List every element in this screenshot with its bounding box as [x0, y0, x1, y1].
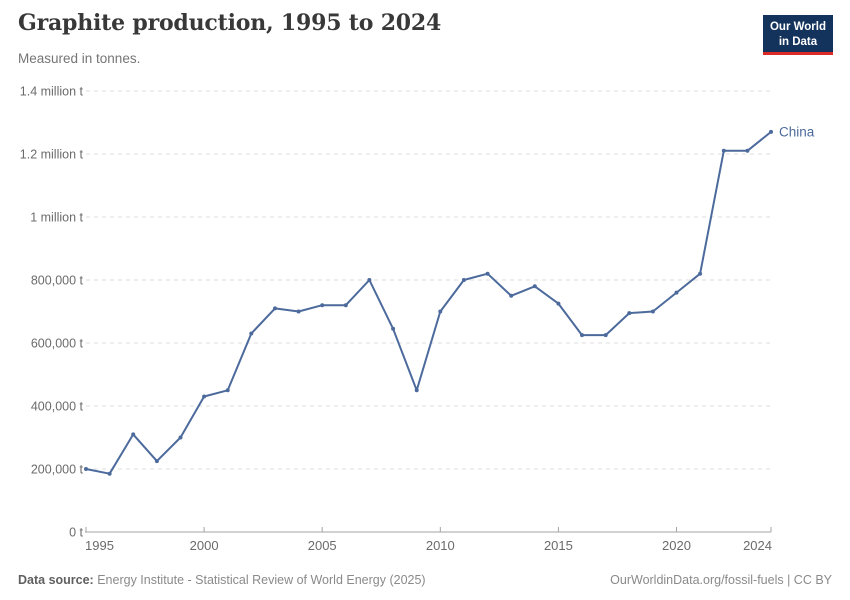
x-tick-label: 2015 [544, 538, 573, 553]
y-tick-label: 600,000 t [31, 337, 84, 351]
x-tick-label: 2024 [743, 538, 772, 553]
data-point [107, 471, 112, 476]
data-point [391, 326, 396, 331]
series-end-label: China [779, 124, 815, 139]
data-point [698, 271, 703, 276]
x-tick-label: 2010 [426, 538, 455, 553]
owid-logo[interactable]: Our World in Data [762, 15, 833, 56]
data-point [509, 293, 514, 298]
data-line [85, 130, 772, 475]
owid-logo-line2: in Data [778, 35, 818, 48]
x-tick-label: 2005 [308, 538, 337, 553]
data-point [721, 148, 726, 153]
data-point [154, 459, 159, 464]
data-point [532, 284, 537, 289]
y-tick-label: 1.4 million t [20, 85, 84, 99]
data-point [580, 333, 584, 338]
data-point [461, 278, 466, 282]
data-point [414, 388, 419, 393]
page-title: Graphite production, 1995 to 2024 [18, 10, 442, 36]
data-point [627, 311, 632, 316]
chart-subtitle: Measured in tonnes. [18, 51, 141, 66]
y-tick-label: 400,000 t [31, 400, 84, 414]
data-point [438, 309, 443, 314]
y-tick-label: 1 million t [30, 211, 83, 225]
data-point [131, 432, 136, 437]
data-point [225, 388, 230, 393]
owid-logo-line1: Our World [769, 21, 826, 33]
data-point [273, 306, 277, 311]
data-point [650, 309, 655, 314]
data-point [745, 148, 750, 153]
y-tick-label: 200,000 t [31, 463, 84, 477]
y-tick-label: 800,000 t [31, 274, 84, 288]
data-source-label: Data source: [18, 573, 94, 587]
data-point [320, 303, 325, 308]
y-tick-label: 1.2 million t [20, 148, 84, 162]
data-point [367, 278, 372, 282]
data-point [202, 394, 207, 399]
data-point [343, 303, 348, 308]
data-point [769, 129, 773, 134]
data-point [603, 333, 608, 338]
x-tick-label: 1995 [85, 538, 114, 553]
chart-footer: Data source: Energy Institute - Statisti… [18, 573, 832, 587]
data-point [178, 435, 183, 440]
data-point [556, 301, 561, 306]
data-source: Data source: Energy Institute - Statisti… [18, 573, 426, 587]
data-point [249, 331, 254, 336]
data-point [674, 290, 679, 295]
x-tick-label: 2020 [662, 538, 691, 553]
data-point [84, 467, 88, 471]
data-point [485, 271, 490, 276]
y-tick-label: 0 t [69, 526, 83, 540]
data-source-text: Energy Institute - Statistical Review of… [93, 573, 426, 587]
x-tick-label: 2000 [190, 538, 219, 553]
line-chart: 0 t 200,000 t 400,000 t 600,000 t 800,000 t 1… [20, 85, 815, 554]
data-point [296, 309, 301, 314]
footer-credit[interactable]: OurWorldinData.org/fossil-fuels | CC BY [610, 573, 832, 587]
